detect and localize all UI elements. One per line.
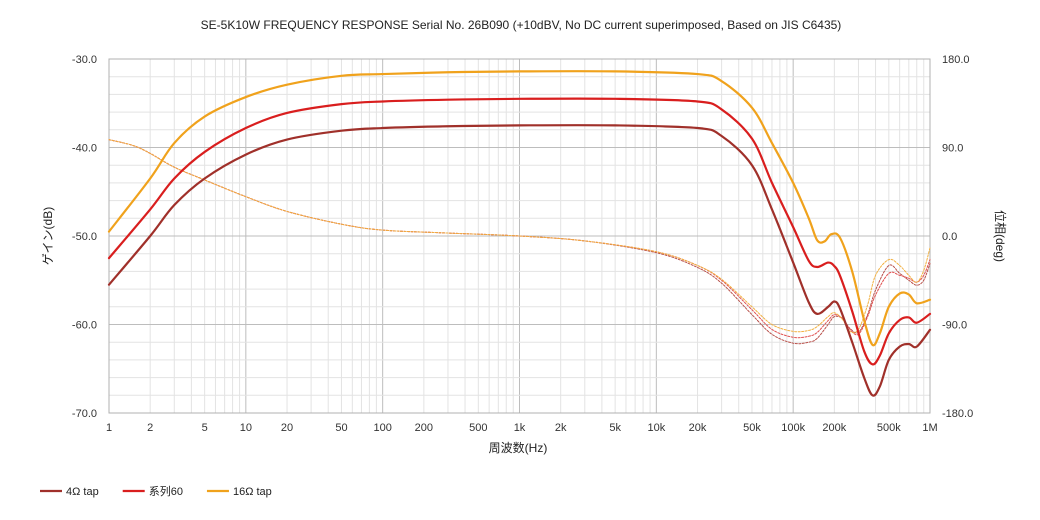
x-axis-ticks: 1 2 5 10 20 50 100 200 500 1k 2k 5k 10k 20k 50k 100k 200… <box>106 422 938 434</box>
y-tick-label: -50.0 <box>72 231 97 243</box>
y-axis-title: ゲイン(dB) <box>41 207 55 265</box>
x-tick-label: 500 <box>469 422 487 434</box>
x-tick-label: 10k <box>647 422 665 434</box>
legend: 4Ω tap 系列60 16Ω tap <box>40 484 272 498</box>
x-tick-label: 50k <box>743 422 761 434</box>
x-tick-label: 2k <box>555 422 567 434</box>
y-axis-ticks: -30.0 -40.0 -50.0 -60.0 -70.0 <box>72 54 97 420</box>
series-line-gain-60 <box>107 97 932 366</box>
x-axis-title: 周波数(Hz) <box>489 440 548 455</box>
x-tick-label: 5k <box>609 422 621 434</box>
x-tick-label: 100k <box>781 422 805 434</box>
chart-title: SE-5K10W FREQUENCY RESPONSE Serial No. 2… <box>201 18 842 32</box>
x-tick-label: 1k <box>514 422 526 434</box>
x-tick-label: 200k <box>822 422 846 434</box>
y-tick-label: -60.0 <box>72 320 97 332</box>
legend-label: 16Ω tap <box>233 486 272 498</box>
x-tick-label: 20 <box>281 422 293 434</box>
x-tick-label: 20k <box>689 422 707 434</box>
x-tick-label: 1M <box>922 422 937 434</box>
x-tick-label: 200 <box>415 422 433 434</box>
y-tick-label: -40.0 <box>72 143 97 155</box>
y2-tick-label: -90.0 <box>942 320 967 332</box>
x-tick-label: 100 <box>373 422 391 434</box>
y2-tick-label: -180.0 <box>942 408 973 420</box>
series-line-phase-16-tap-phase <box>108 139 931 334</box>
y2-axis-ticks: 180.0 90.0 0.0 -90.0 -180.0 <box>942 54 973 420</box>
y2-tick-label: 0.0 <box>942 231 957 243</box>
legend-label: 4Ω tap <box>66 486 99 498</box>
y2-axis-title: 位相(deg) <box>993 210 1008 262</box>
x-tick-label: 500k <box>877 422 901 434</box>
y2-tick-label: 180.0 <box>942 54 970 66</box>
plot-area <box>108 58 931 414</box>
x-tick-label: 2 <box>147 422 153 434</box>
legend-label: 系列60 <box>149 484 183 498</box>
series-layer <box>107 70 932 397</box>
x-tick-label: 50 <box>335 422 347 434</box>
x-tick-label: 5 <box>202 422 208 434</box>
y2-tick-label: 90.0 <box>942 143 963 155</box>
x-tick-label: 10 <box>240 422 252 434</box>
y-tick-label: -30.0 <box>72 54 97 66</box>
series-line-gain-4-tap <box>107 124 932 397</box>
y-tick-label: -70.0 <box>72 408 97 420</box>
x-tick-label: 1 <box>106 422 112 434</box>
series-line-gain-16-tap <box>107 70 932 347</box>
